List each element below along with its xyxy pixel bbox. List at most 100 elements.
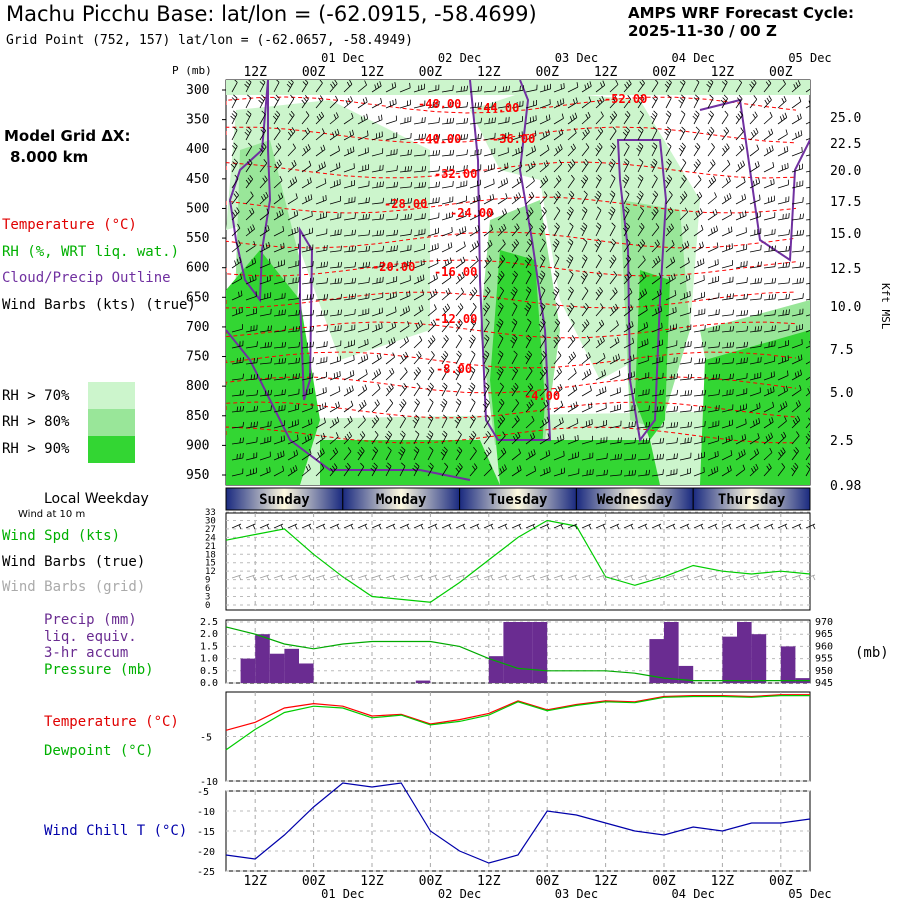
wind-barb	[399, 82, 411, 93]
wind-barb	[441, 462, 449, 477]
wind-barb	[567, 97, 578, 109]
wind-barb	[259, 325, 272, 333]
wind-barb	[609, 238, 616, 253]
wind-barb	[273, 292, 286, 301]
wind-barb	[651, 453, 664, 461]
wind-barb	[315, 261, 328, 269]
top-date-label: 02 Dec	[438, 51, 481, 65]
wind-barb	[454, 366, 462, 381]
wind-barb	[791, 261, 805, 269]
wind-barb	[497, 162, 509, 173]
wind-barb	[693, 80, 700, 93]
wind-barb	[651, 289, 662, 301]
wind-barb	[749, 228, 762, 237]
wind-barb	[777, 355, 789, 365]
wind-barb	[763, 463, 772, 477]
wind-barb	[679, 80, 686, 93]
height-tick: 25.0	[830, 111, 861, 126]
bottom-date-label: 04 Dec	[672, 887, 715, 900]
precip-tick: 0.0	[200, 678, 218, 689]
wind-barb	[469, 133, 482, 141]
wind-barb	[329, 80, 338, 93]
weekday-cell	[692, 487, 811, 511]
wind-barb	[580, 222, 588, 237]
wind-barb	[763, 293, 777, 301]
wind-barb	[735, 418, 747, 429]
wind-barb	[259, 420, 272, 429]
wind-barb	[427, 133, 441, 141]
wind-barb	[483, 382, 490, 397]
top-date-label: 01 Dec	[321, 51, 364, 65]
wind-barb	[637, 355, 649, 365]
wind-barb	[483, 286, 491, 301]
wind-barb	[651, 437, 665, 445]
wind-barb	[343, 324, 356, 333]
wind-barb	[483, 271, 492, 285]
wind-barb	[273, 159, 282, 173]
wind-barb	[231, 468, 244, 477]
wind-barb	[329, 179, 341, 189]
grid-wind-barb	[455, 574, 466, 581]
pressure-tick-right: 965	[815, 629, 833, 640]
wind-barb	[231, 340, 244, 349]
wind-barb	[385, 399, 394, 413]
height-tick: 17.5	[830, 195, 861, 210]
wind-barb	[749, 95, 758, 109]
wind-barb	[441, 165, 454, 173]
isotherm	[226, 96, 797, 114]
wind-barb	[441, 133, 455, 141]
wind-barb	[371, 245, 385, 253]
label-precip: Precip (mm)	[44, 612, 137, 628]
wind-barb	[385, 213, 399, 221]
wind-barb	[399, 321, 410, 333]
wind-barb	[482, 398, 490, 413]
wind-barb	[301, 341, 314, 349]
wind-barb	[650, 158, 658, 173]
dewpoint-line	[225, 695, 810, 751]
wind-barb	[553, 467, 565, 477]
wind-barb	[539, 466, 551, 477]
wind-barb	[791, 245, 805, 253]
pressure-tick: 650	[186, 290, 209, 305]
wind-barb	[357, 462, 365, 477]
wind-barb	[413, 274, 425, 285]
wind-barb	[679, 389, 693, 397]
top-time-label: 00Z	[769, 65, 793, 80]
wind-barb	[707, 341, 721, 349]
wind-barb	[511, 270, 518, 285]
wind-barb	[609, 469, 623, 477]
wind-barb	[525, 270, 532, 285]
wind-barb	[623, 437, 636, 445]
wind-barb	[343, 277, 357, 285]
grid-wind-barb	[609, 574, 620, 581]
precip-bar	[299, 663, 314, 683]
wind-barb	[553, 270, 560, 285]
wind-barb	[679, 240, 690, 253]
wind-barb	[301, 293, 315, 301]
wind-barb	[427, 414, 434, 429]
grid-wind-barb	[623, 574, 634, 581]
wind-barb	[455, 430, 462, 445]
wind-barb	[301, 403, 313, 413]
wind-barb	[679, 437, 692, 445]
wind-barb	[385, 276, 398, 285]
wind-barb	[735, 260, 748, 269]
wind-barb	[469, 164, 482, 173]
wind-barb	[497, 255, 506, 269]
wind-barb	[273, 209, 284, 221]
wind-barb	[791, 446, 799, 461]
wind-barb	[581, 385, 592, 397]
wind-barb	[692, 110, 700, 125]
wind-barb	[609, 420, 622, 429]
surface-wind-barb	[525, 523, 536, 530]
wind-barb	[791, 431, 800, 445]
wind-barb	[763, 162, 775, 173]
grid-wind-barb	[483, 574, 494, 581]
wind-barb	[552, 238, 560, 253]
wind-barb	[651, 306, 663, 317]
wind-barb	[608, 158, 616, 173]
wind-barb	[329, 95, 339, 109]
top-time-label: 00Z	[419, 65, 443, 80]
wind-barb	[385, 414, 393, 429]
wind-barb	[539, 399, 549, 413]
